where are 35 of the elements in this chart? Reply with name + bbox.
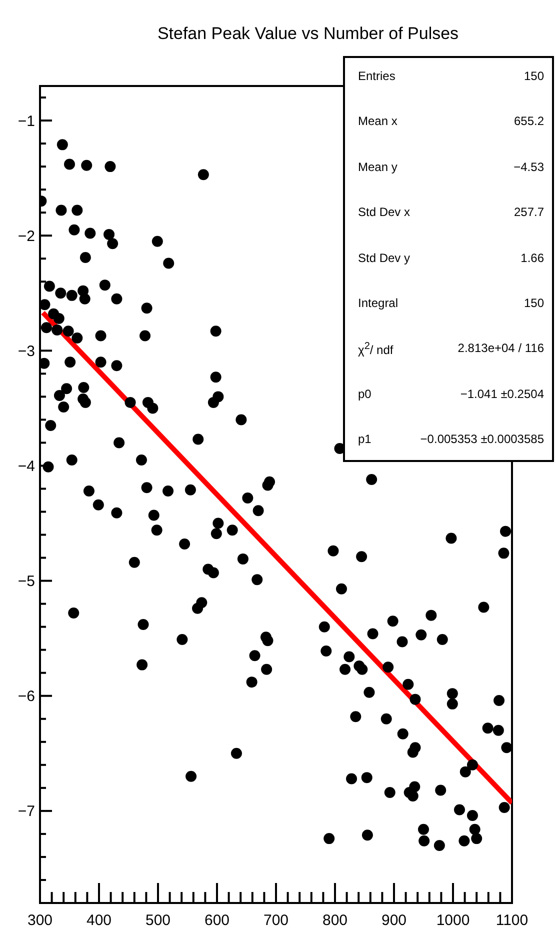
text: 655.2 xyxy=(514,114,544,128)
annotation: Std Dev y xyxy=(358,250,410,265)
x-tick-label: 900 xyxy=(381,912,407,929)
text: −4.53 xyxy=(514,160,544,174)
annotation: χ$^{2}$/ ndf xyxy=(358,341,394,358)
text: 150 xyxy=(524,296,544,310)
annotation: −0.005353 ±0.0003585 xyxy=(420,432,544,446)
y-tick-label: −6 xyxy=(18,688,35,706)
y-tick-label: −5 xyxy=(18,573,35,590)
x-tick-label: 500 xyxy=(145,912,171,929)
y-tick-label: −1 xyxy=(18,112,35,130)
x-tick-label: 1100 xyxy=(496,912,528,929)
annotation: −1.041 ±0.2504 xyxy=(460,386,544,401)
annotation: Std Dev x xyxy=(358,205,410,220)
text: 1.66 xyxy=(520,250,544,265)
text: 150 xyxy=(524,69,544,83)
y-tick-label: −2 xyxy=(18,228,35,245)
annotation: Mean y xyxy=(358,160,398,174)
x-tick-label: 1000 xyxy=(436,912,470,929)
text: Entries xyxy=(358,69,396,83)
annotation: p0 xyxy=(358,386,372,401)
chart-title: Stefan Peak Value vs Number of Pulses xyxy=(156,24,460,44)
y-tick-label: −7 xyxy=(18,803,35,820)
x-tick-label: 300 xyxy=(27,912,53,929)
x-tick-label: 700 xyxy=(263,912,289,929)
text: 257.7 xyxy=(514,205,544,220)
annotation: Integral xyxy=(358,296,398,310)
y-tick-label: −3 xyxy=(18,342,35,360)
x-tick-label: 800 xyxy=(322,912,348,929)
annotation: p1 xyxy=(358,432,372,446)
x-tick-label: 400 xyxy=(86,912,112,929)
y-tick-label: −4 xyxy=(18,458,35,475)
x-tick-label: 600 xyxy=(204,912,230,929)
annotation: Mean x xyxy=(358,114,398,128)
annotation: 2.813e+04 / 116 xyxy=(458,341,544,358)
